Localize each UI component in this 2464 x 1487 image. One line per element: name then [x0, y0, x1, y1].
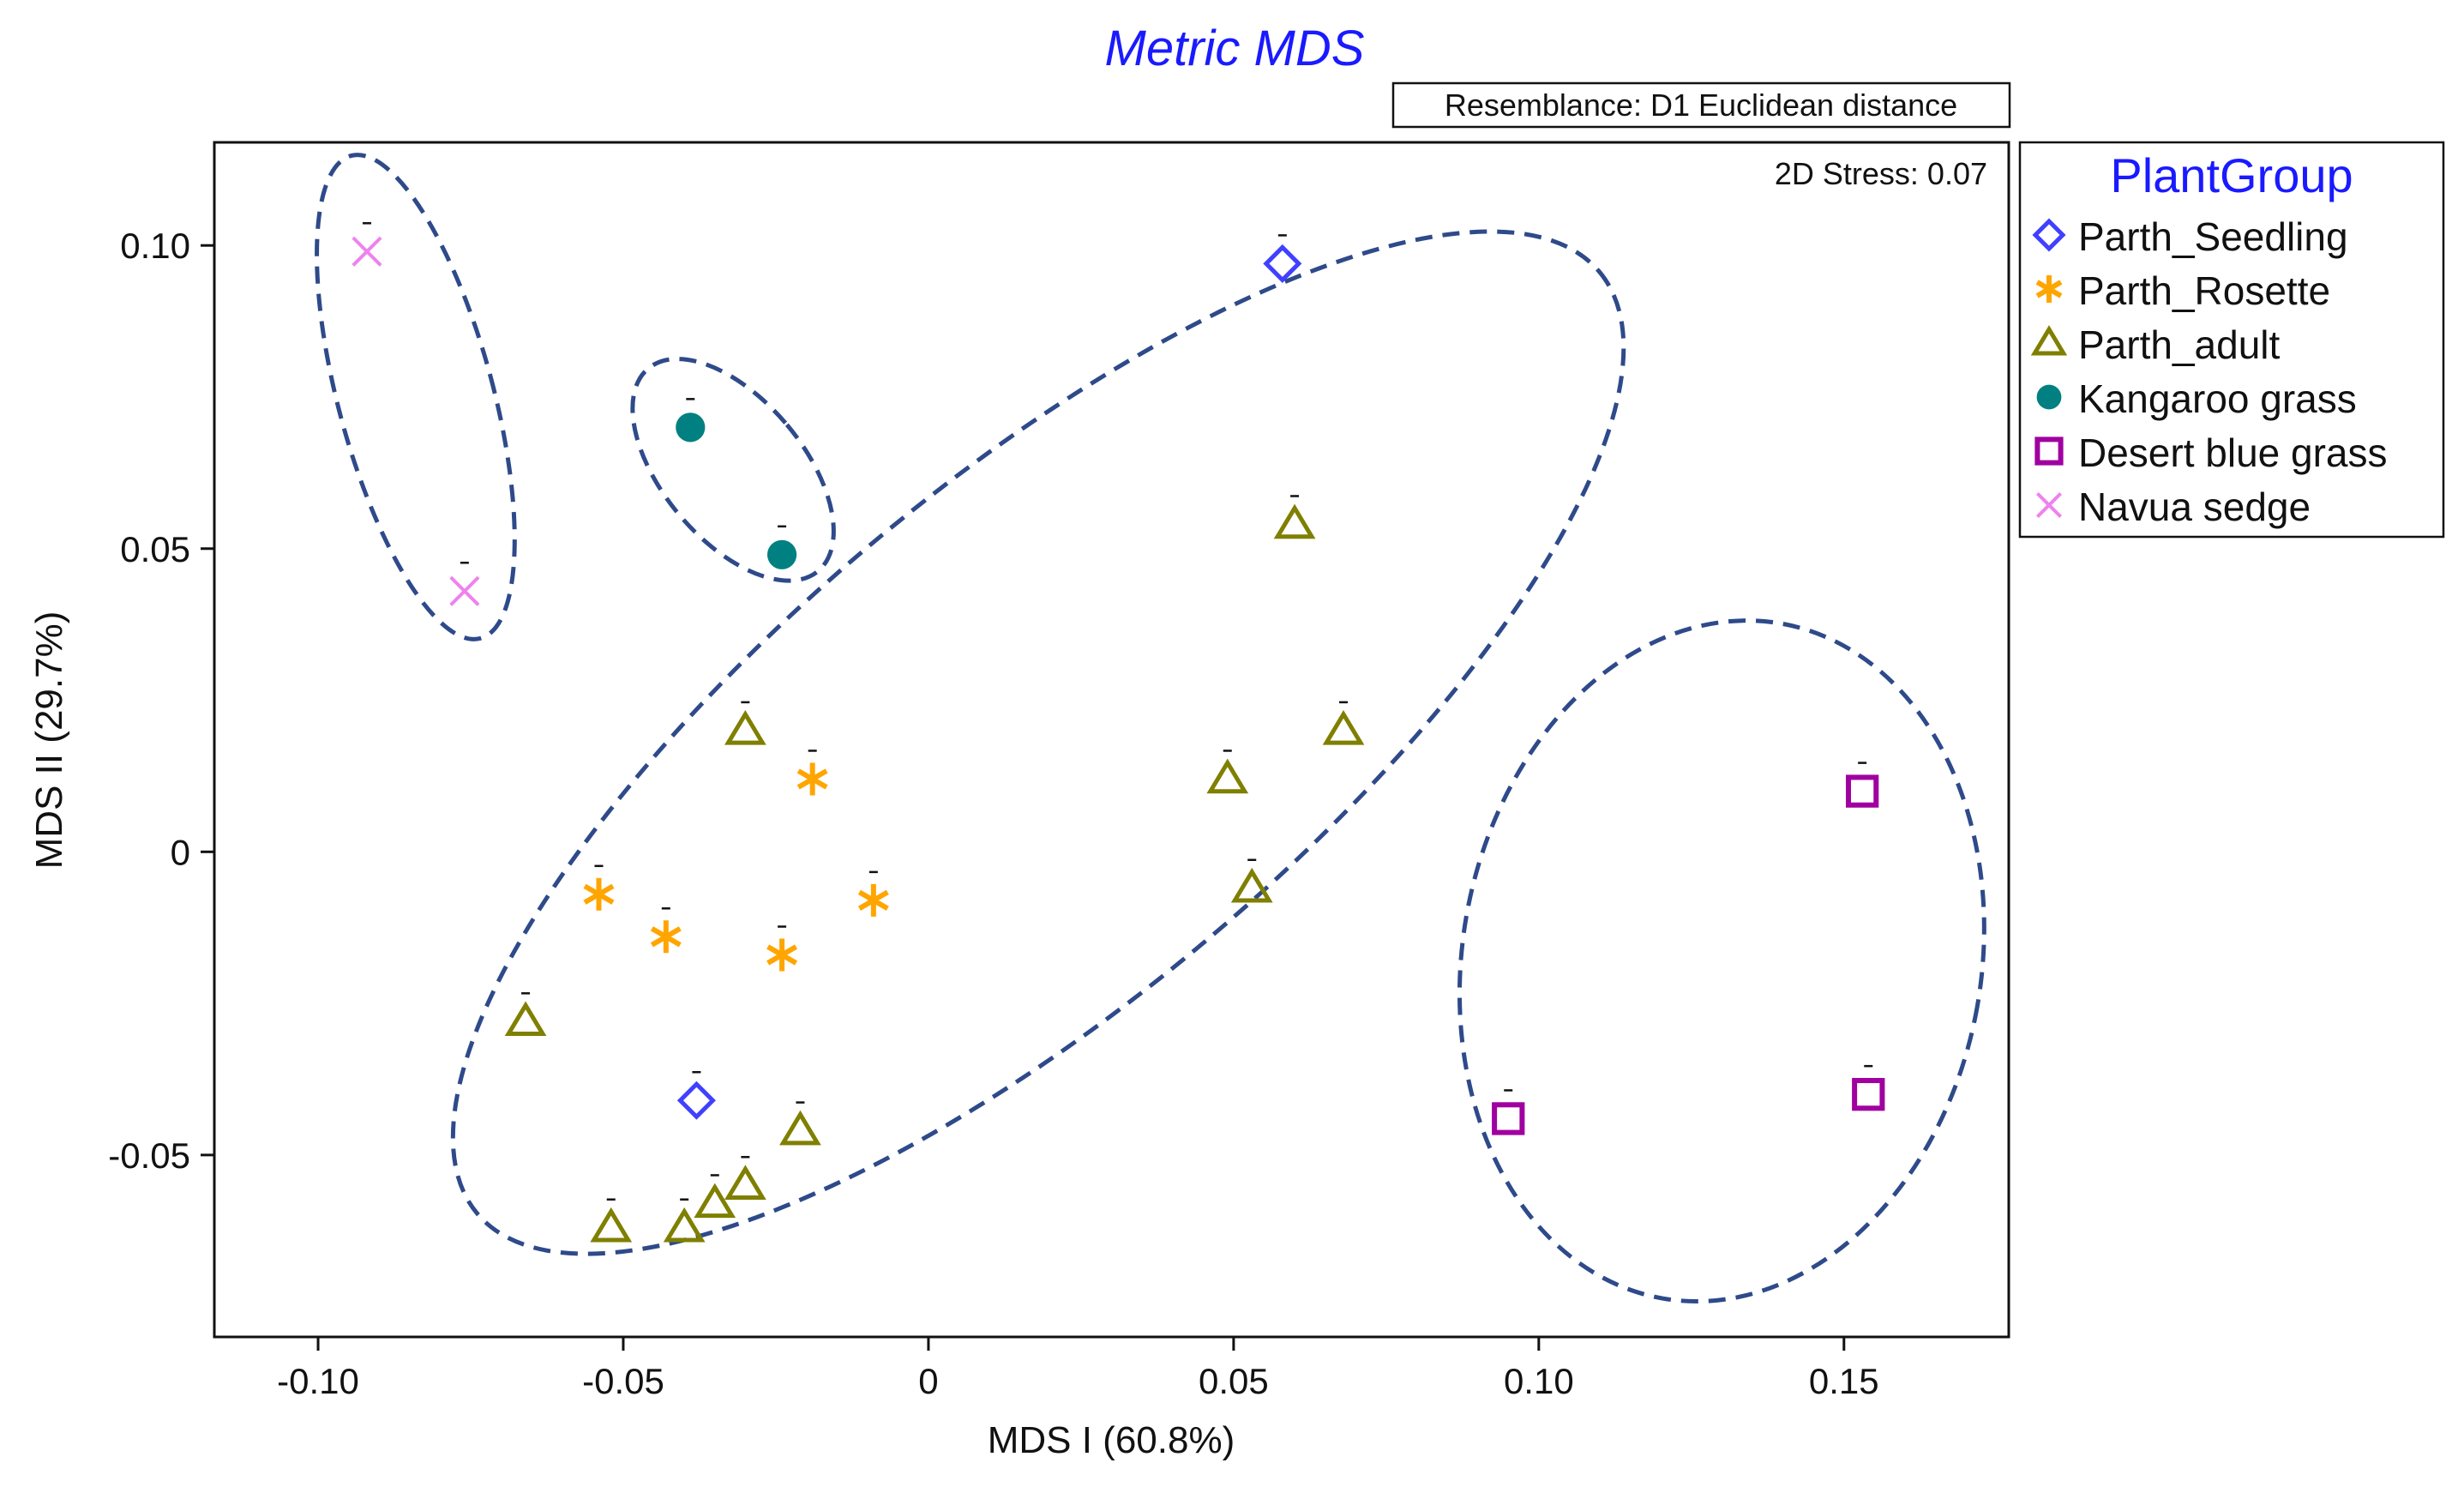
x-axis: -0.10 -0.05 0 0.05 0.10 0.15 [277, 1337, 1879, 1401]
legend-box [2018, 141, 2445, 539]
y-tick-label: -0.05 [108, 1135, 190, 1176]
y-tick-label: 0 [171, 832, 190, 872]
point-parth-adult [663, 1207, 706, 1243]
point-parth-adult [504, 1001, 547, 1037]
x-tick-label: 0 [918, 1361, 938, 1401]
point-parth-rosette [796, 762, 828, 796]
point-desert-blue-grass [1852, 1078, 1885, 1111]
point-parth-rosette [766, 938, 798, 972]
y-axis: 0.10 0.05 0 -0.05 [108, 226, 214, 1176]
point-parth-adult [694, 1183, 736, 1219]
parth-cluster [450, 229, 1626, 1256]
legend-label-parth-rosette: Parth_Rosette [2078, 268, 2330, 313]
x-tick-label: 0.10 [1504, 1361, 1574, 1401]
point-parth-seedling [1263, 244, 1302, 283]
point-parth-seedling [676, 1081, 716, 1120]
legend-marker-parth-seedling [2032, 218, 2066, 252]
cluster-ellipses [315, 153, 1986, 1304]
point-parth-adult [779, 1110, 821, 1146]
resemblance-box [1391, 81, 2011, 129]
point-navua-sedge [352, 236, 382, 267]
point-desert-blue-grass [1845, 774, 1879, 808]
y-tick-label: 0.05 [120, 529, 190, 569]
legend-title: PlantGroup [2110, 148, 2353, 202]
stress-note: 2D Stress: 0.07 [1775, 156, 1987, 191]
point-parth-adult [724, 1165, 766, 1200]
legend-label-desert-blue-grass: Desert blue grass [2078, 430, 2388, 475]
legend-marker-navua-sedge [2035, 491, 2063, 519]
point-parth-adult [590, 1207, 633, 1243]
y-axis-title: MDS II (29.7%) [28, 611, 70, 870]
legend-marker-parth-rosette [2035, 275, 2063, 303]
navua-cluster [315, 153, 517, 641]
point-parth-adult [1230, 867, 1273, 903]
legend-label-parth-seedling: Parth_Seedling [2078, 214, 2348, 259]
desert-cluster [1457, 618, 1986, 1304]
x-axis-title: MDS I (60.8%) [988, 1419, 1235, 1461]
point-parth-adult [724, 710, 766, 745]
plot-frame [213, 141, 2010, 1339]
x-tick-label: -0.05 [582, 1361, 664, 1401]
point-parth-rosette [650, 920, 682, 954]
x-tick-label: 0.05 [1199, 1361, 1269, 1401]
point-desert-blue-grass [1492, 1102, 1525, 1135]
point-navua-sedge [449, 575, 480, 606]
y-tick-label: 0.10 [120, 226, 190, 266]
legend-label-kangaroo-grass: Kangaroo grass [2078, 376, 2357, 421]
chart-title: Metric MDS [1105, 21, 1365, 76]
x-tick-label: -0.10 [277, 1361, 359, 1401]
resemblance-note: Resemblance: D1 Euclidean distance [1445, 87, 1957, 123]
point-parth-adult [1273, 503, 1316, 539]
kangaroo-cluster [630, 357, 836, 583]
point-kangaroo-grass [676, 412, 706, 442]
legend: Parth_Seedling Parth_Rosette Parth_adult Ka… [2030, 214, 2388, 529]
point-parth-adult [1206, 758, 1249, 794]
legend-marker-desert-blue-grass [2034, 436, 2064, 466]
legend-marker-kangaroo-grass [2036, 384, 2062, 410]
legend-label-navua-sedge: Navua sedge [2078, 485, 2311, 529]
x-tick-label: 0.15 [1809, 1361, 1879, 1401]
data-points [352, 222, 1885, 1243]
legend-label-parth-adult: Parth_adult [2078, 322, 2280, 367]
point-parth-rosette [857, 883, 889, 917]
legend-marker-parth-adult [2030, 325, 2068, 356]
point-kangaroo-grass [766, 539, 797, 569]
point-parth-rosette [583, 877, 615, 911]
point-parth-adult [1322, 710, 1365, 745]
